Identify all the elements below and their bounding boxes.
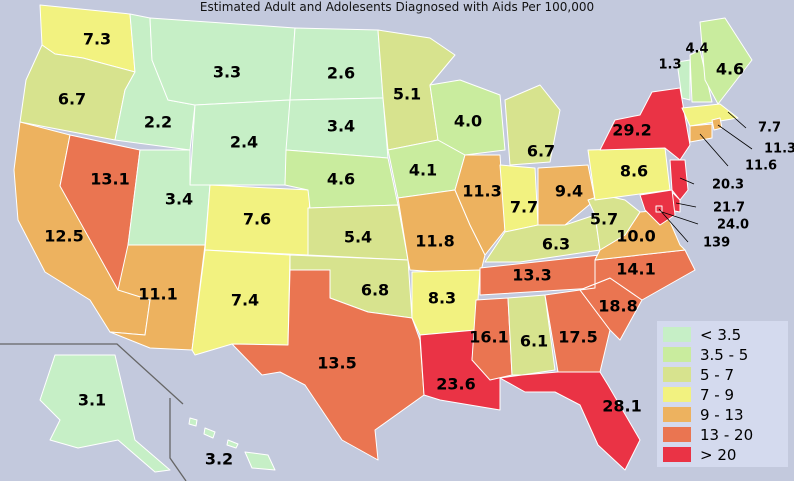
legend-label: 13 - 20 <box>700 426 753 444</box>
value-label-wi: 4.0 <box>454 112 482 131</box>
value-label-dc: 139 <box>703 236 730 251</box>
leader-ma <box>727 111 747 129</box>
value-label-sc: 18.8 <box>598 297 637 316</box>
value-label-ne: 4.6 <box>327 170 355 189</box>
leader-lines <box>658 111 753 243</box>
hawaii-inset-border <box>169 398 187 481</box>
legend-label: < 3.5 <box>700 326 741 344</box>
legend-label: 9 - 13 <box>700 406 744 424</box>
value-label-me: 4.6 <box>716 60 744 79</box>
value-label-ks: 5.4 <box>344 228 372 247</box>
state-wi <box>429 79 506 156</box>
legend-swatch <box>663 327 691 342</box>
value-label-tn: 13.3 <box>512 266 551 285</box>
value-label-md: 24.0 <box>717 218 749 233</box>
value-label-ms: 16.1 <box>469 328 508 347</box>
leader-ct <box>699 133 729 167</box>
states-layer <box>13 4 753 473</box>
value-label-vt: 1.3 <box>658 58 681 73</box>
value-label-nj: 20.3 <box>712 178 744 193</box>
state-mt <box>149 17 296 106</box>
state-ga <box>544 289 611 373</box>
value-label-nv: 13.1 <box>90 170 129 189</box>
value-label-oh: 9.4 <box>555 182 583 201</box>
legend-swatch <box>663 347 691 362</box>
legend-label: 3.5 - 5 <box>700 346 748 364</box>
state-al <box>507 294 556 376</box>
value-label-pa: 8.6 <box>620 162 648 181</box>
value-label-mi: 6.7 <box>527 142 555 161</box>
value-label-ky: 6.3 <box>542 235 570 254</box>
legend-label: 7 - 9 <box>700 386 734 404</box>
state-fl <box>499 371 641 471</box>
value-label-mt: 3.3 <box>213 63 241 82</box>
legend-swatch <box>663 387 691 402</box>
state-tx <box>231 269 425 461</box>
value-label-fl: 28.1 <box>602 397 641 416</box>
value-label-id: 2.2 <box>144 113 172 132</box>
legend-label: > 20 <box>700 446 736 464</box>
value-label-ma: 7.7 <box>758 121 781 136</box>
state-oh <box>537 164 596 226</box>
state-ak <box>39 354 171 473</box>
legend-label: 5 - 7 <box>700 366 734 384</box>
value-label-nm: 7.4 <box>231 291 259 310</box>
legend-swatch <box>663 367 691 382</box>
leader-md <box>661 211 699 225</box>
value-label-ct: 11.6 <box>745 159 777 174</box>
state-nj <box>669 159 689 201</box>
legend-swatch <box>663 427 691 442</box>
state-ri <box>711 117 723 131</box>
value-label-nc: 14.1 <box>616 260 655 279</box>
value-label-ga: 17.5 <box>558 328 597 347</box>
value-label-az: 11.1 <box>138 285 177 304</box>
value-label-tx: 13.5 <box>317 354 356 373</box>
value-label-ri: 11.3 <box>764 142 794 157</box>
state-il <box>454 154 506 256</box>
value-label-ia: 4.1 <box>409 161 437 180</box>
value-label-in: 7.7 <box>510 198 538 217</box>
state-ny <box>599 87 691 161</box>
leader-ri <box>717 124 753 150</box>
map-title: Estimated Adult and Adolesents Diagnosed… <box>200 0 594 14</box>
leader-de <box>675 202 697 208</box>
value-label-la: 23.6 <box>436 375 475 394</box>
alaska-inset-border <box>0 343 184 405</box>
value-label-ca: 12.5 <box>44 227 83 246</box>
leader-nj <box>679 177 695 185</box>
legend-swatch <box>663 407 691 422</box>
value-label-wy: 2.4 <box>230 133 258 152</box>
value-label-ny: 29.2 <box>612 121 651 140</box>
value-label-mn: 5.1 <box>393 85 421 104</box>
value-label-wa: 7.3 <box>83 30 111 49</box>
value-label-nd: 2.6 <box>327 64 355 83</box>
state-nc <box>579 249 696 301</box>
state-ct <box>689 123 713 143</box>
legend: < 3.5 3.5 - 5 5 - 7 7 - 9 9 - 13 13 - 20 > 20 <box>657 321 788 467</box>
value-label-de: 21.7 <box>713 201 745 216</box>
state-hi <box>188 417 276 471</box>
state-ma <box>681 103 739 127</box>
value-label-hi: 3.2 <box>205 450 233 469</box>
state-vt <box>676 59 691 101</box>
state-mi <box>504 84 561 166</box>
value-label-wv: 5.7 <box>590 210 618 229</box>
value-label-ok: 6.8 <box>361 281 389 300</box>
value-label-al: 6.1 <box>520 332 548 351</box>
value-label-ar: 8.3 <box>428 289 456 308</box>
value-labels: 7.3 6.7 12.5 13.1 2.2 3.3 2.4 3.4 11.1 7.6 7.4 2.6 3… <box>44 30 794 469</box>
state-nh <box>689 49 713 103</box>
value-label-nh: 4.4 <box>685 42 708 57</box>
value-label-va: 10.0 <box>616 227 655 246</box>
value-label-co: 7.6 <box>243 210 271 229</box>
value-label-il: 11.3 <box>462 182 501 201</box>
value-label-or: 6.7 <box>58 90 86 109</box>
legend-swatch <box>663 447 691 462</box>
value-label-ut: 3.4 <box>165 190 193 209</box>
value-label-mo: 11.8 <box>415 232 454 251</box>
leader-dc <box>658 208 689 243</box>
value-label-sd: 3.4 <box>327 117 355 136</box>
value-label-ak: 3.1 <box>78 391 106 410</box>
state-me <box>699 17 753 105</box>
